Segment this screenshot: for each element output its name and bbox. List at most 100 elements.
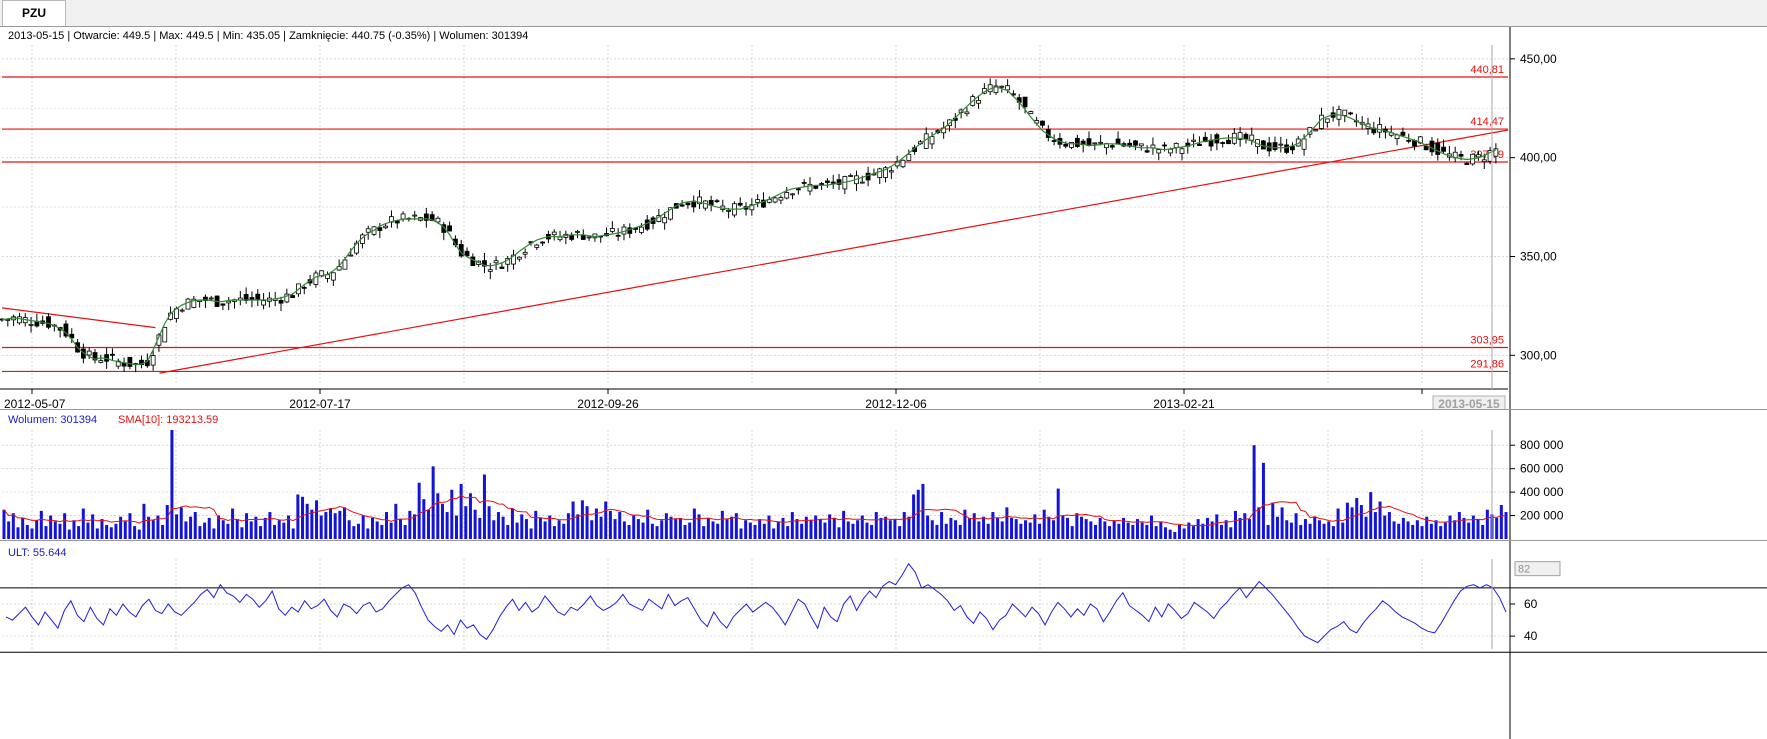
volume-bar	[730, 516, 734, 539]
volume-bar	[478, 517, 482, 539]
volume-bar	[921, 483, 925, 539]
volume-bar	[846, 521, 850, 539]
volume-bar	[790, 512, 794, 539]
candle	[755, 199, 761, 203]
candle	[1476, 154, 1481, 158]
ult-chart[interactable]: 40 60 82	[0, 541, 1767, 739]
price-chart[interactable]: 440,81 414,47 397,79 303,95 291,86 300,00 350…	[0, 27, 1767, 410]
volume-bar	[548, 515, 552, 539]
volume-bar	[1359, 505, 1363, 539]
candle	[1249, 134, 1255, 141]
volume-bar	[217, 515, 221, 539]
volume-bar	[1042, 509, 1046, 539]
volume-bar	[1275, 516, 1279, 539]
price-tick-label: 350,00	[1520, 249, 1557, 263]
volume-bar	[2, 509, 6, 539]
volume-bar	[762, 523, 766, 539]
volume-bar	[1345, 502, 1349, 539]
volume-bar	[935, 524, 939, 539]
volume-bar	[417, 482, 421, 539]
price-ma-line	[1, 86, 1497, 366]
candle	[825, 180, 830, 183]
volume-bar	[1294, 513, 1298, 539]
volume-bar	[203, 522, 207, 539]
volume-bar	[249, 521, 253, 539]
candle	[1173, 142, 1179, 148]
candle	[1028, 111, 1034, 115]
volume-bar	[273, 524, 277, 539]
volume-bar	[371, 517, 375, 539]
volume-bar	[1117, 523, 1121, 539]
candle	[441, 224, 447, 233]
volume-bar	[67, 529, 71, 539]
candle	[487, 269, 493, 272]
candle	[46, 316, 51, 328]
volume-bar	[39, 510, 43, 539]
volume-bar	[1289, 522, 1293, 539]
volume-bar	[11, 513, 15, 539]
volume-bar	[534, 510, 538, 539]
candle	[807, 183, 813, 192]
candle	[1167, 148, 1173, 154]
volume-bar	[874, 512, 878, 539]
volume-bar	[753, 524, 757, 539]
volume-bar	[590, 520, 594, 539]
volume-bar	[786, 526, 790, 539]
candle	[1377, 124, 1383, 133]
volume-bar	[431, 466, 435, 539]
volume-bar	[445, 512, 449, 539]
tab-pzu[interactable]: PZU	[2, 0, 66, 26]
volume-bar	[842, 510, 846, 539]
volume-bar	[35, 520, 39, 539]
volume-bar	[1499, 505, 1503, 539]
volume-bar	[650, 523, 654, 539]
candle	[662, 217, 668, 224]
candle	[575, 231, 580, 233]
volume-bar	[81, 508, 85, 539]
volume-bar	[832, 517, 836, 539]
volume-bar	[422, 499, 426, 539]
volume-panel[interactable]: 200 000 400 000 600 000 800 000 Wolumen: 30…	[0, 409, 1767, 541]
candle	[1197, 143, 1202, 147]
volume-bar	[109, 527, 113, 539]
volume-bar	[1103, 521, 1107, 539]
volume-bar	[996, 517, 1000, 539]
volume-bar	[1364, 516, 1368, 539]
volume-bar	[618, 512, 622, 539]
candle	[1464, 162, 1470, 165]
volume-bar	[1014, 519, 1018, 539]
volume-bar	[968, 517, 972, 539]
ult-panel[interactable]: 40 60 82 ULT: 55.644	[0, 540, 1767, 739]
volume-bar	[912, 494, 916, 539]
volume-bar	[1159, 521, 1163, 539]
candle	[534, 244, 540, 248]
volume-bar	[571, 501, 575, 539]
candle	[551, 231, 557, 236]
volume-bar	[282, 522, 286, 539]
ult-tick-label: 60	[1524, 597, 1538, 611]
candle	[1005, 85, 1011, 91]
candle	[1342, 109, 1348, 116]
volume-bar	[319, 515, 323, 539]
volume-bar	[1238, 517, 1242, 539]
candle	[1319, 114, 1324, 129]
volume-bar	[21, 517, 25, 539]
candle	[714, 200, 720, 203]
volume-bar	[543, 521, 547, 539]
volume-bar	[221, 520, 225, 539]
volume-bar	[748, 522, 752, 539]
candle	[900, 159, 906, 168]
candle	[1493, 148, 1499, 157]
volume-bar	[823, 522, 827, 539]
candle	[877, 168, 883, 178]
volume-bar	[781, 517, 785, 539]
candle	[208, 297, 214, 300]
volume-chart[interactable]: 200 000 400 000 600 000 800 000	[0, 410, 1767, 541]
date-tick-label: 2013-02-21	[1153, 397, 1215, 410]
price-panel[interactable]: 440,81 414,47 397,79 303,95 291,86 300,00 350…	[0, 26, 1767, 410]
volume-bar	[1299, 524, 1303, 539]
volume-bar	[972, 513, 976, 539]
volume-bar	[184, 521, 188, 539]
volume-bar	[1131, 524, 1135, 539]
volume-bar	[105, 524, 109, 539]
